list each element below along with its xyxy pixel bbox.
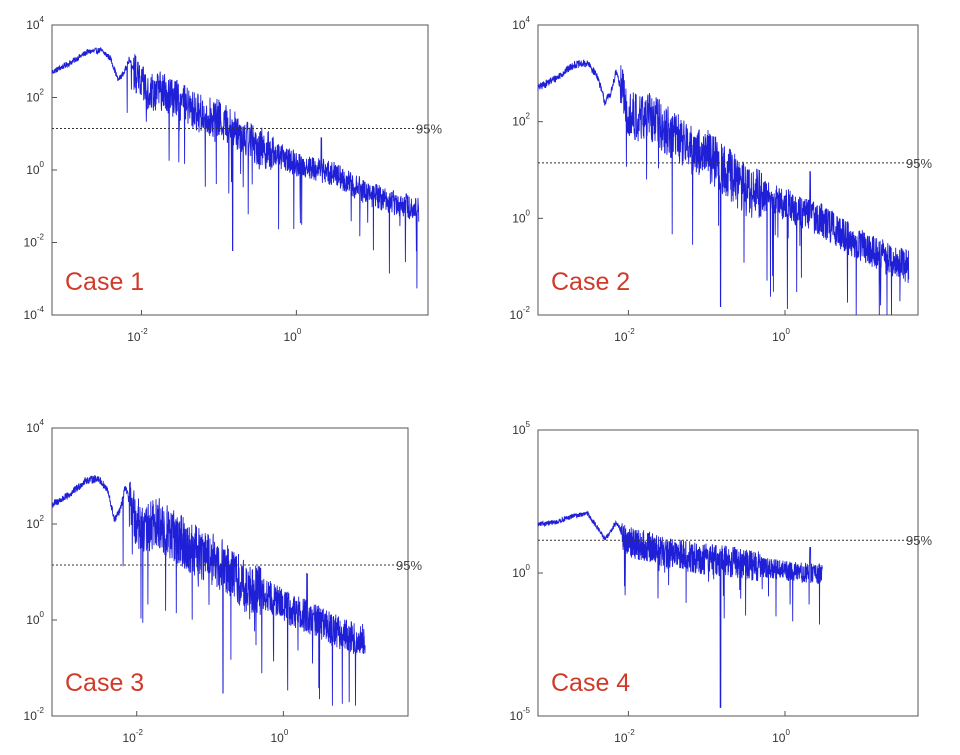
- x-tick-label: 10-2: [122, 728, 143, 745]
- threshold-label: 95%: [906, 533, 932, 548]
- spectrum-series-line: [537, 510, 823, 708]
- case-label: Case 3: [65, 669, 144, 697]
- axes-frame: [51, 427, 409, 717]
- y-tick-label: 102: [512, 112, 530, 129]
- chart-panel-case-3: 104 102 100 10-2 10-2 100 95% Case 3: [0, 378, 480, 755]
- y-tick-label: 100: [512, 563, 530, 580]
- y-tick-label: 100: [512, 208, 530, 225]
- x-tick-label: 10-2: [127, 327, 148, 344]
- y-tick-label: 105: [512, 420, 530, 437]
- y-tick-label: 10-2: [24, 706, 45, 723]
- chart-panel-case-1: 104 102 100 10-2 10-4 10-2 100 95% Case 1: [0, 0, 480, 378]
- y-tick-label: 104: [512, 15, 530, 32]
- threshold-label: 95%: [416, 121, 442, 136]
- chart-svg: 104 102 100 10-2 10-4 10-2 100 95% Case 1: [24, 15, 443, 344]
- y-tick-label: 10-4: [24, 305, 45, 322]
- y-tick-label: 104: [26, 15, 44, 32]
- y-tick-label: 10-2: [510, 305, 531, 322]
- chart-svg: 104 102 100 10-2 10-2 100 95% Case 2: [510, 15, 933, 344]
- case-label: Case 2: [551, 268, 630, 296]
- y-tick-label: 104: [26, 418, 44, 435]
- spectrum-series-line: [537, 59, 910, 316]
- threshold-label: 95%: [906, 156, 932, 171]
- spectrum-series-line: [51, 46, 420, 289]
- spectrum-series-line: [51, 475, 366, 706]
- chart-svg: 105 100 10-5 10-2 100 95% Case 4: [510, 420, 933, 745]
- chart-panel-case-2: 104 102 100 10-2 10-2 100 95% Case 2: [480, 0, 960, 378]
- x-tick-label: 100: [270, 728, 288, 745]
- y-tick-label: 100: [26, 160, 44, 177]
- threshold-label: 95%: [396, 558, 422, 573]
- x-tick-label: 100: [772, 327, 790, 344]
- x-tick-label: 10-2: [614, 728, 635, 745]
- x-tick-label: 100: [772, 728, 790, 745]
- y-tick-label: 102: [26, 514, 44, 531]
- y-tick-label: 102: [26, 88, 44, 105]
- chart-svg: 104 102 100 10-2 10-2 100 95% Case 3: [24, 418, 423, 745]
- chart-panel-case-4: 105 100 10-5 10-2 100 95% Case 4: [480, 378, 960, 755]
- case-label: Case 4: [551, 669, 630, 697]
- y-tick-label: 10-2: [24, 233, 45, 250]
- case-label: Case 1: [65, 268, 144, 296]
- axes-frame: [537, 24, 919, 316]
- y-tick-label: 100: [26, 610, 44, 627]
- x-tick-label: 10-2: [614, 327, 635, 344]
- x-tick-label: 100: [283, 327, 301, 344]
- y-tick-label: 10-5: [510, 706, 531, 723]
